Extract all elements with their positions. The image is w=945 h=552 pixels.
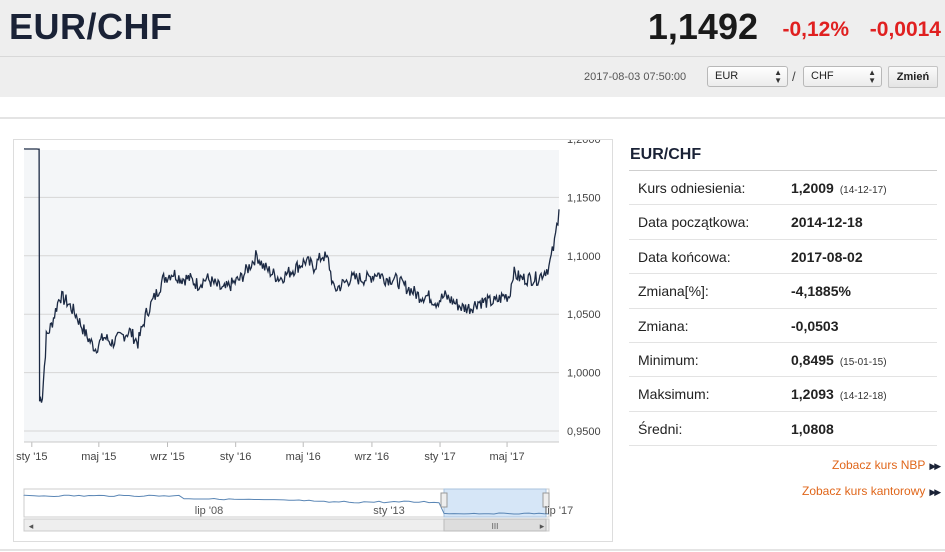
info-row-value-text: 1,2093: [791, 386, 834, 403]
info-row: Zmiana: -0,0503: [629, 309, 937, 343]
y-tick-label: 1,1500: [567, 192, 601, 204]
info-row-date: (15-01-15): [839, 356, 887, 368]
x-tick-label: wrz '15: [149, 451, 185, 463]
y-tick-label: 1,2000: [567, 140, 601, 146]
info-row-value-text: 2017-08-02: [791, 248, 863, 265]
info-row: Kurs odniesienia: 1,2009 (14-12-17): [629, 171, 937, 206]
scroll-right-icon: ▸: [540, 522, 545, 532]
navigator-label: sty '13: [373, 505, 404, 517]
change-absolute: -0,0014: [869, 18, 941, 41]
from-currency-select[interactable]: EUR ▲ ▼: [707, 66, 788, 87]
x-tick-label: sty '17: [424, 451, 455, 463]
to-currency-select[interactable]: CHF ▲ ▼: [803, 66, 882, 87]
header-divider: [0, 56, 945, 57]
series-line: [23, 148, 560, 403]
info-row-value: -0,0503: [791, 318, 838, 334]
y-tick-label: 0,9500: [567, 426, 601, 438]
select-arrows-icon: ▲ ▼: [774, 68, 782, 85]
plot-background: [24, 150, 559, 442]
info-row-label: Maksimum:: [638, 386, 710, 403]
change-button[interactable]: Zmień: [888, 66, 938, 88]
info-row-value: 0,8495 (15-01-15): [791, 352, 887, 368]
info-row: Zmiana[%]: -4,1885%: [629, 274, 937, 309]
info-row-date: (14-12-18): [839, 391, 887, 403]
info-row-label: Zmiana[%]:: [638, 283, 709, 300]
rate-chart[interactable]: 1,2000 1,1500 1,1000 1,0500 1,0000 0,9500 sty…: [14, 134, 614, 543]
section-divider: [0, 117, 945, 119]
double-arrow-icon: ▶▶: [929, 487, 941, 497]
info-row-value: 2017-08-02: [791, 249, 863, 265]
info-row-value-text: 2014-12-18: [791, 214, 863, 231]
current-rate: 1,1492: [647, 6, 758, 47]
to-currency-value: CHF: [811, 70, 834, 82]
info-row-value-text: -4,1885%: [791, 283, 851, 300]
navigator-scrollbar: [23, 518, 550, 532]
info-title: EUR/CHF: [630, 146, 702, 163]
y-tick-label: 1,1000: [567, 251, 601, 263]
info-row-value-text: 1,2009: [791, 180, 834, 196]
exchange-office-rate-link-label: Zobacz kurs kantorowy: [802, 484, 926, 498]
change-percent: -0,12%: [782, 18, 849, 41]
info-row-value-text: 0,8495: [791, 351, 834, 368]
navigator-selection: [443, 488, 547, 518]
navigator-label: lip '08: [195, 505, 223, 517]
chart-panel: 1,2000 1,1500 1,1000 1,0500 1,0000 0,9500 sty…: [13, 134, 614, 543]
exchange-office-rate-link[interactable]: Zobacz kurs kantorowy ▶▶: [802, 484, 941, 498]
info-row: Maksimum: 1,2093 (14-12-18): [629, 377, 937, 412]
x-tick-label: maj '15: [81, 451, 116, 463]
navigator-scroll-thumb: [443, 518, 547, 532]
quote-timestamp: 2017-08-03 07:50:00: [584, 71, 687, 83]
navigator-line: [23, 494, 550, 515]
x-tick-label: sty '16: [220, 451, 251, 463]
info-row-value: 1,2009 (14-12-17): [791, 180, 887, 196]
scroll-left-icon: ◂: [29, 522, 34, 532]
x-tick-label: maj '16: [286, 451, 321, 463]
info-row-value: 1,0808: [791, 421, 834, 437]
navigator-handle-right: [542, 492, 550, 508]
currency-separator: /: [792, 69, 796, 84]
info-row-label: Średni:: [638, 420, 683, 437]
from-currency-value: EUR: [715, 70, 739, 82]
info-row: Data końcowa: 2017-08-02: [629, 240, 937, 275]
info-row: Data początkowa: 2014-12-18: [629, 205, 937, 240]
select-arrows-icon: ▲ ▼: [868, 68, 876, 85]
info-row-label: Data końcowa:: [638, 248, 731, 265]
y-tick-label: 1,0500: [567, 309, 601, 321]
info-row-label: Kurs odniesienia:: [638, 180, 746, 196]
info-row-value-text: 1,0808: [791, 420, 834, 437]
info-row-value: -4,1885%: [791, 283, 851, 299]
info-row: Średni: 1,0808: [629, 412, 937, 447]
page-title: EUR/CHF: [9, 6, 173, 47]
info-row-label: Minimum:: [638, 351, 699, 368]
info-row-value: 2014-12-18: [791, 214, 863, 230]
nbp-rate-link[interactable]: Zobacz kurs NBP ▶▶: [832, 458, 941, 472]
scroll-thumb-grip: III: [492, 522, 499, 531]
navigator-label: lip '17: [545, 505, 573, 517]
section-divider: [0, 549, 945, 551]
info-row: Minimum: 0,8495 (15-01-15): [629, 343, 937, 378]
x-tick-label: sty '15: [16, 451, 47, 463]
info-row-value-text: -0,0503: [791, 317, 839, 334]
navigator-handle-left: [440, 492, 448, 508]
double-arrow-icon: ▶▶: [929, 461, 941, 471]
info-row-label: Data początkowa:: [638, 214, 750, 231]
info-row-value: 1,2093 (14-12-18): [791, 386, 887, 402]
x-tick-label: maj '17: [490, 451, 525, 463]
quote-header: EUR/CHF 1,1492 -0,12% -0,0014 2017-08-03…: [0, 0, 945, 97]
info-table: Kurs odniesienia: 1,2009 (14-12-17) Data po…: [629, 170, 937, 447]
y-tick-label: 1,0000: [567, 368, 601, 380]
nbp-rate-link-label: Zobacz kurs NBP: [832, 458, 926, 472]
info-row-date: (14-12-17): [839, 185, 887, 196]
info-row-label: Zmiana:: [638, 317, 689, 334]
x-tick-label: wrz '16: [354, 451, 390, 463]
